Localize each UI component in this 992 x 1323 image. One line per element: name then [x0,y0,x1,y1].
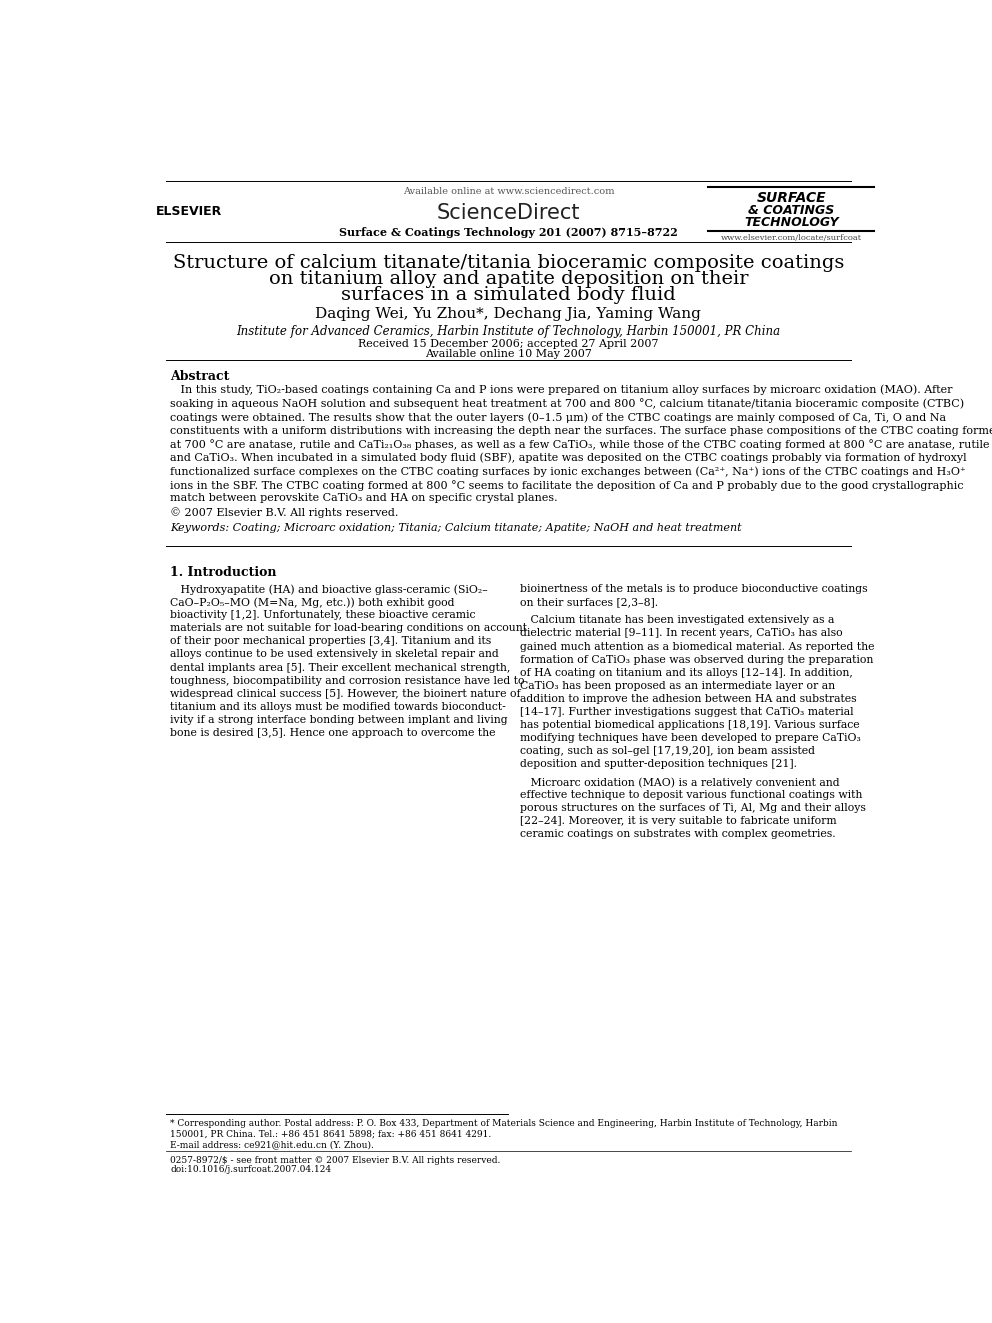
Text: ivity if a strong interface bonding between implant and living: ivity if a strong interface bonding betw… [171,714,508,725]
Text: [22–24]. Moreover, it is very suitable to fabricate uniform: [22–24]. Moreover, it is very suitable t… [520,816,836,826]
Text: titanium and its alloys must be modified towards bioconduct-: titanium and its alloys must be modified… [171,701,506,712]
Text: CaO–P₂O₅–MO (M=Na, Mg, etc.)) both exhibit good: CaO–P₂O₅–MO (M=Na, Mg, etc.)) both exhib… [171,597,454,607]
Text: of HA coating on titanium and its alloys [12–14]. In addition,: of HA coating on titanium and its alloys… [520,668,853,677]
Text: widespread clinical success [5]. However, the bioinert nature of: widespread clinical success [5]. However… [171,688,521,699]
Text: porous structures on the surfaces of Ti, Al, Mg and their alloys: porous structures on the surfaces of Ti,… [520,803,866,814]
Text: Institute for Advanced Ceramics, Harbin Institute of Technology, Harbin 150001, : Institute for Advanced Ceramics, Harbin … [236,325,781,337]
Text: constituents with a uniform distributions with increasing the depth near the sur: constituents with a uniform distribution… [171,426,992,435]
Text: © 2007 Elsevier B.V. All rights reserved.: © 2007 Elsevier B.V. All rights reserved… [171,507,399,517]
Text: ions in the SBF. The CTBC coating formed at 800 °C seems to facilitate the depos: ions in the SBF. The CTBC coating formed… [171,480,964,491]
Text: Calcium titanate has been investigated extensively as a: Calcium titanate has been investigated e… [520,615,834,626]
Text: on titanium alloy and apatite deposition on their: on titanium alloy and apatite deposition… [269,270,748,288]
Text: CaTiO₃ has been proposed as an intermediate layer or an: CaTiO₃ has been proposed as an intermedi… [520,680,835,691]
Text: Available online at www.sciencedirect.com: Available online at www.sciencedirect.co… [403,188,614,196]
Text: Hydroxyapatite (HA) and bioactive glass-ceramic (SiO₂–: Hydroxyapatite (HA) and bioactive glass-… [171,585,488,595]
Text: bioinertness of the metals is to produce bioconductive coatings: bioinertness of the metals is to produce… [520,585,868,594]
Text: E-mail address: ce921@hit.edu.cn (Y. Zhou).: E-mail address: ce921@hit.edu.cn (Y. Zho… [171,1140,374,1148]
Text: alloys continue to be used extensively in skeletal repair and: alloys continue to be used extensively i… [171,650,499,659]
Text: match between perovskite CaTiO₃ and HA on specific crystal planes.: match between perovskite CaTiO₃ and HA o… [171,493,558,503]
Text: Daqing Wei, Yu Zhou*, Dechang Jia, Yaming Wang: Daqing Wei, Yu Zhou*, Dechang Jia, Yamin… [315,307,701,321]
Text: functionalized surface complexes on the CTBC coating surfaces by ionic exchanges: functionalized surface complexes on the … [171,466,966,476]
Text: Keywords: Coating; Microarc oxidation; Titania; Calcium titanate; Apatite; NaOH : Keywords: Coating; Microarc oxidation; T… [171,523,742,533]
Text: Abstract: Abstract [171,369,229,382]
Text: Structure of calcium titanate/titania bioceramic composite coatings: Structure of calcium titanate/titania bi… [173,254,844,271]
Text: deposition and sputter-deposition techniques [21].: deposition and sputter-deposition techni… [520,759,797,769]
Text: has potential biomedical applications [18,19]. Various surface: has potential biomedical applications [1… [520,720,859,730]
Text: doi:10.1016/j.surfcoat.2007.04.124: doi:10.1016/j.surfcoat.2007.04.124 [171,1166,331,1175]
Text: at 700 °C are anatase, rutile and CaTi₂₁O₃₈ phases, as well as a few CaTiO₃, whi: at 700 °C are anatase, rutile and CaTi₂₁… [171,439,990,450]
Text: Received 15 December 2006; accepted 27 April 2007: Received 15 December 2006; accepted 27 A… [358,339,659,349]
Text: modifying techniques have been developed to prepare CaTiO₃: modifying techniques have been developed… [520,733,861,742]
Text: TECHNOLOGY: TECHNOLOGY [744,216,838,229]
Text: dielectric material [9–11]. In recent years, CaTiO₃ has also: dielectric material [9–11]. In recent ye… [520,628,842,639]
Text: SURFACE: SURFACE [757,192,826,205]
Text: soaking in aqueous NaOH solution and subsequent heat treatment at 700 and 800 °C: soaking in aqueous NaOH solution and sub… [171,398,964,409]
Text: surfaces in a simulated body fluid: surfaces in a simulated body fluid [341,286,676,304]
Text: 1. Introduction: 1. Introduction [171,566,277,579]
Text: toughness, biocompatibility and corrosion resistance have led to: toughness, biocompatibility and corrosio… [171,676,525,685]
Text: Microarc oxidation (MAO) is a relatively convenient and: Microarc oxidation (MAO) is a relatively… [520,777,839,787]
Text: [14–17]. Further investigations suggest that CaTiO₃ material: [14–17]. Further investigations suggest … [520,706,853,717]
Text: materials are not suitable for load-bearing conditions on account: materials are not suitable for load-bear… [171,623,527,634]
Text: on their surfaces [2,3–8].: on their surfaces [2,3–8]. [520,597,658,607]
Text: bioactivity [1,2]. Unfortunately, these bioactive ceramic: bioactivity [1,2]. Unfortunately, these … [171,610,475,620]
Text: coating, such as sol–gel [17,19,20], ion beam assisted: coating, such as sol–gel [17,19,20], ion… [520,746,815,755]
Text: bone is desired [3,5]. Hence one approach to overcome the: bone is desired [3,5]. Hence one approac… [171,728,496,738]
Text: Surface & Coatings Technology 201 (2007) 8715–8722: Surface & Coatings Technology 201 (2007)… [339,228,678,238]
Text: ELSEVIER: ELSEVIER [156,205,222,217]
Text: gained much attention as a biomedical material. As reported the: gained much attention as a biomedical ma… [520,642,874,651]
Text: www.elsevier.com/locate/surfcoat: www.elsevier.com/locate/surfcoat [721,234,862,242]
Text: 0257-8972/$ - see front matter © 2007 Elsevier B.V. All rights reserved.: 0257-8972/$ - see front matter © 2007 El… [171,1156,501,1166]
Text: In this study, TiO₂-based coatings containing Ca and P ions were prepared on tit: In this study, TiO₂-based coatings conta… [171,385,952,396]
Text: effective technique to deposit various functional coatings with: effective technique to deposit various f… [520,790,862,800]
Text: and CaTiO₃. When incubated in a simulated body fluid (SBF), apatite was deposite: and CaTiO₃. When incubated in a simulate… [171,452,967,463]
Text: & COATINGS: & COATINGS [748,204,834,217]
Text: ceramic coatings on substrates with complex geometries.: ceramic coatings on substrates with comp… [520,830,835,839]
Text: addition to improve the adhesion between HA and substrates: addition to improve the adhesion between… [520,693,856,704]
Text: of their poor mechanical properties [3,4]. Titanium and its: of their poor mechanical properties [3,4… [171,636,491,647]
Text: coatings were obtained. The results show that the outer layers (0–1.5 μm) of the: coatings were obtained. The results show… [171,411,946,422]
Text: * Corresponding author. Postal address: P. O. Box 433, Department of Materials S: * Corresponding author. Postal address: … [171,1119,837,1129]
Text: Available online 10 May 2007: Available online 10 May 2007 [425,349,592,360]
Text: 150001, PR China. Tel.: +86 451 8641 5898; fax: +86 451 8641 4291.: 150001, PR China. Tel.: +86 451 8641 589… [171,1130,491,1139]
Text: formation of CaTiO₃ phase was observed during the preparation: formation of CaTiO₃ phase was observed d… [520,655,873,664]
Text: dental implants area [5]. Their excellent mechanical strength,: dental implants area [5]. Their excellen… [171,663,511,672]
Text: ScienceDirect: ScienceDirect [436,202,580,222]
